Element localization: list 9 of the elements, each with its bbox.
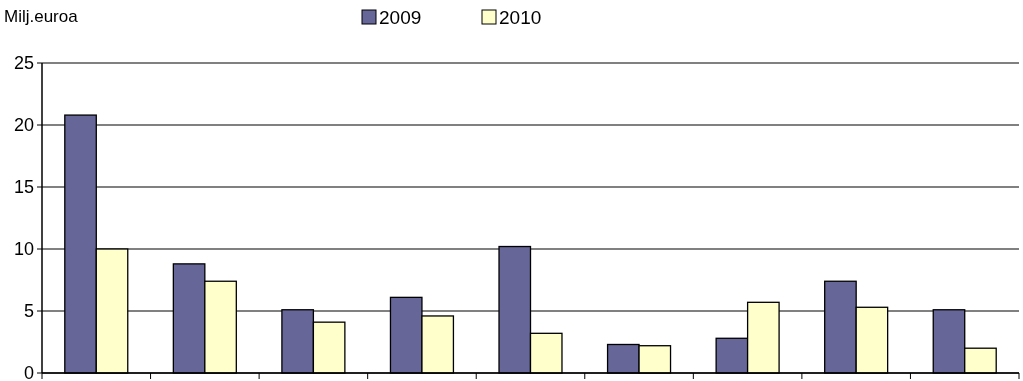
y-tick-label: 25 [13, 53, 34, 74]
y-tick-label: 10 [13, 239, 34, 260]
legend-label: 2010 [499, 7, 542, 28]
y-axis-title: Milj.euroa [4, 7, 79, 26]
legend-label: 2009 [379, 7, 422, 28]
y-tick-label: 15 [13, 177, 34, 198]
y-tick-label: 0 [23, 363, 34, 381]
y-tick-label: 20 [13, 115, 34, 136]
y-tick-label: 5 [23, 301, 34, 322]
